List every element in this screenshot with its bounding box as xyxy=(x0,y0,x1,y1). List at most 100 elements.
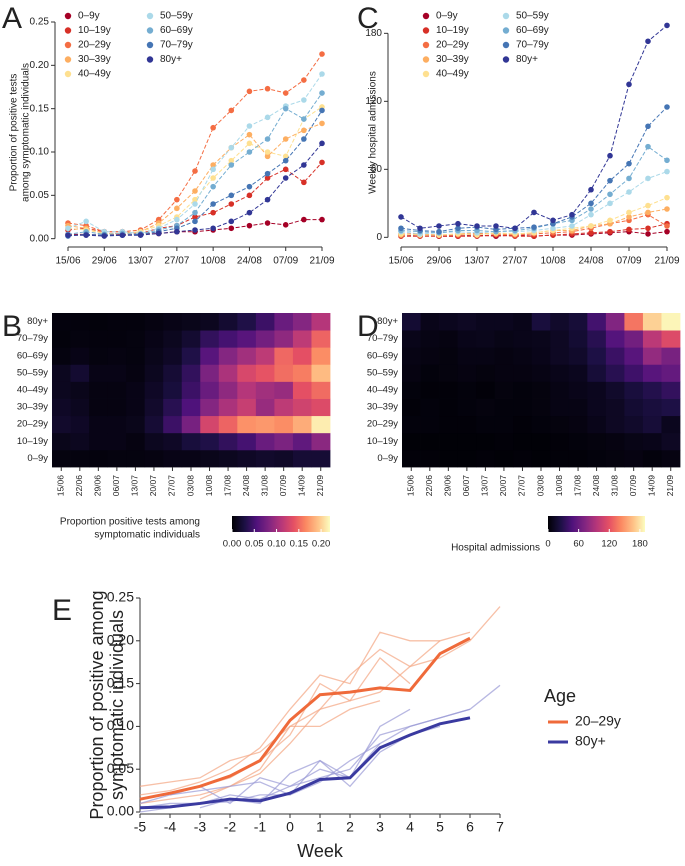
heat-cell xyxy=(457,330,477,348)
y-tick-label: 0.20 xyxy=(30,60,50,71)
heat-cell xyxy=(642,330,662,348)
y-axis-title: symptomatic individuals xyxy=(107,610,127,800)
row-label: 0–9y xyxy=(377,453,398,464)
heat-cell xyxy=(550,415,570,434)
heat-cell xyxy=(587,432,607,451)
heat-cell xyxy=(513,415,533,434)
x-tick-label: 13/07 xyxy=(130,475,140,497)
legend-label: 10–19y xyxy=(436,25,469,36)
y-tick-label: 0.15 xyxy=(107,674,134,690)
heat-cell xyxy=(550,381,570,399)
heat-cell xyxy=(126,398,146,417)
point xyxy=(174,228,180,235)
heat-cell xyxy=(218,330,238,348)
heat-cell xyxy=(200,449,220,468)
colorbar-label: Proportion positive tests among xyxy=(60,517,200,528)
point xyxy=(319,51,325,57)
heat-cell xyxy=(255,415,275,434)
heat-cell xyxy=(181,415,201,434)
legend-label: 50–59y xyxy=(160,11,193,22)
x-tick-label: 07/09 xyxy=(273,256,298,267)
heat-cell xyxy=(476,398,496,417)
row-label: 20–29y xyxy=(17,419,48,430)
heat-cell xyxy=(494,398,514,417)
point xyxy=(83,232,89,238)
x-tick-label: 20/07 xyxy=(498,475,508,497)
point xyxy=(607,217,613,224)
row-label: 70–79y xyxy=(367,333,398,344)
row-label: 60–69y xyxy=(367,350,398,361)
heat-cell xyxy=(70,432,90,451)
legend-swatch xyxy=(422,70,430,78)
point xyxy=(264,85,271,92)
point xyxy=(645,123,651,130)
series-line xyxy=(67,73,323,234)
point xyxy=(301,97,307,103)
heat-cell xyxy=(420,432,440,451)
point xyxy=(282,222,289,228)
heat-cell xyxy=(624,449,644,468)
x-tick-label: 29/06 xyxy=(426,256,451,267)
point xyxy=(228,162,235,168)
background-line xyxy=(139,700,381,787)
point xyxy=(174,216,180,223)
heat-cell xyxy=(163,415,183,434)
heat-cell xyxy=(439,364,458,382)
point xyxy=(626,209,632,216)
heat-cell xyxy=(311,432,331,451)
point xyxy=(210,124,216,131)
y-tick-label: 0 xyxy=(376,232,382,243)
row-label: 70–79y xyxy=(17,333,48,344)
heat-cell xyxy=(200,398,220,417)
heat-cell xyxy=(624,432,644,451)
point xyxy=(607,228,613,235)
heat-cell xyxy=(89,415,108,434)
x-tick-label: 10/08 xyxy=(204,475,214,497)
heat-cell xyxy=(181,313,201,331)
heat-cell xyxy=(237,449,257,468)
legend-label: 20–29y xyxy=(436,40,469,51)
heat-cell xyxy=(107,313,127,331)
heat-cell xyxy=(513,313,533,331)
colorbar xyxy=(232,516,330,532)
legend-swatch xyxy=(64,56,72,63)
point xyxy=(588,230,594,236)
point xyxy=(228,107,235,114)
legend-label: 0–9y xyxy=(436,11,458,22)
point xyxy=(607,177,613,184)
heat-cell xyxy=(237,432,257,451)
heat-cell xyxy=(402,381,421,399)
heat-cell xyxy=(513,364,533,382)
heat-cell xyxy=(292,415,312,434)
heat-cell xyxy=(457,432,477,451)
heat-cell xyxy=(255,364,275,382)
heat-cell xyxy=(402,347,421,365)
heat-cell xyxy=(661,415,681,434)
heat-cell xyxy=(624,313,644,331)
x-tick-label: 31/08 xyxy=(609,475,619,497)
heat-cell xyxy=(513,381,533,399)
row-label: 10–19y xyxy=(17,436,48,447)
background-line xyxy=(139,606,501,805)
heat-cell xyxy=(255,313,275,331)
heat-cell xyxy=(52,313,71,331)
heat-cell xyxy=(568,347,588,365)
heat-cell xyxy=(52,398,71,417)
heat-cell xyxy=(274,330,294,348)
point xyxy=(228,157,235,164)
x-tick-label: 17/08 xyxy=(572,475,582,497)
point xyxy=(264,175,271,181)
point xyxy=(664,223,670,229)
row-label: 80y+ xyxy=(27,316,48,327)
heat-cell xyxy=(292,364,312,382)
y-tick-label: 60 xyxy=(371,164,383,175)
heat-cell xyxy=(402,415,421,434)
heat-cell xyxy=(550,347,570,365)
heat-cell xyxy=(237,398,257,417)
heat-cell xyxy=(200,313,220,331)
heat-cell xyxy=(292,449,312,468)
heat-cell xyxy=(494,364,514,382)
heat-cell xyxy=(476,347,496,365)
heat-cell xyxy=(237,330,257,348)
point xyxy=(228,225,235,232)
